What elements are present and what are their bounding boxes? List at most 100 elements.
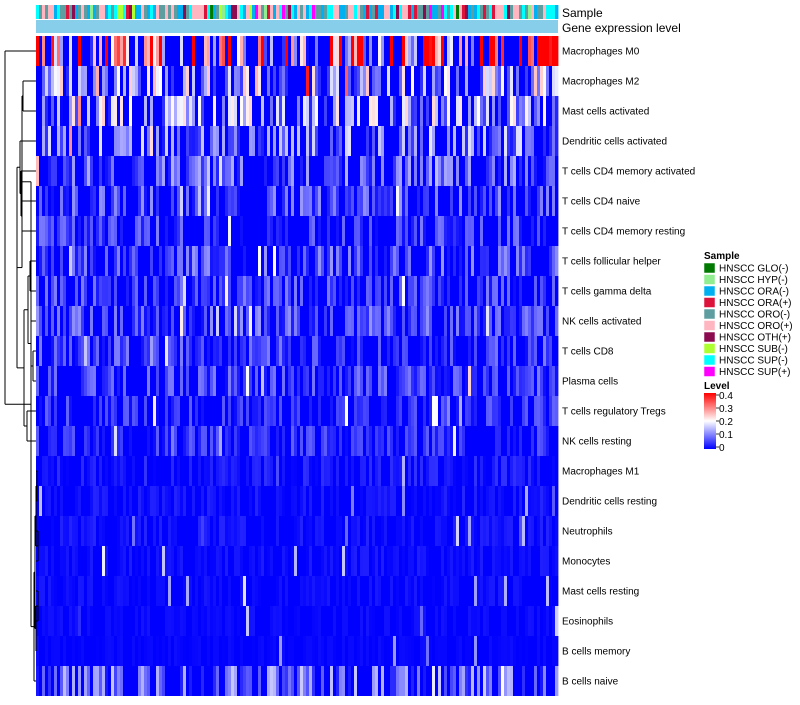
heatmap-cell — [240, 96, 244, 126]
heatmap-cell — [273, 456, 277, 486]
heatmap-cell — [108, 96, 112, 126]
heatmap-cell — [213, 126, 217, 156]
heatmap-cell — [63, 606, 67, 636]
heatmap-cell — [270, 276, 274, 306]
heatmap-cell — [444, 156, 448, 186]
heatmap-cell — [312, 216, 316, 246]
heatmap-cell — [360, 456, 364, 486]
heatmap-cell — [369, 426, 373, 456]
heatmap-cell — [522, 186, 526, 216]
heatmap-cell — [231, 36, 235, 66]
heatmap-cell — [339, 636, 343, 666]
heatmap-cell — [222, 606, 226, 636]
heatmap-cell — [219, 546, 223, 576]
heatmap-cell — [504, 66, 508, 96]
heatmap-cell — [213, 426, 217, 456]
heatmap-cell — [468, 516, 472, 546]
heatmap-cell — [111, 486, 115, 516]
row-label: T cells regulatory Tregs — [562, 407, 666, 418]
heatmap-cell — [486, 156, 490, 186]
heatmap-cell — [216, 576, 220, 606]
heatmap-cell — [228, 576, 232, 606]
heatmap-cell — [474, 636, 478, 666]
heatmap-cell — [312, 486, 316, 516]
heatmap-cell — [135, 126, 139, 156]
heatmap-cell — [465, 426, 469, 456]
heatmap-cell — [423, 66, 427, 96]
heatmap-cell — [438, 516, 442, 546]
heatmap-cell — [462, 156, 466, 186]
heatmap-cell — [54, 456, 58, 486]
heatmap-cell — [102, 636, 106, 666]
heatmap-cell — [81, 186, 85, 216]
heatmap-cell — [297, 666, 301, 696]
heatmap-cell — [204, 66, 208, 96]
heatmap-cell — [267, 396, 271, 426]
heatmap-cell — [282, 186, 286, 216]
heatmap-cell — [420, 546, 424, 576]
heatmap-cell — [36, 636, 40, 666]
heatmap-cell — [264, 546, 268, 576]
heatmap-cell — [435, 336, 439, 366]
heatmap-cell — [231, 636, 235, 666]
sample-annotation-cell — [96, 5, 100, 19]
heatmap-cell — [486, 546, 490, 576]
heatmap-cell — [438, 66, 442, 96]
sample-annotation-cell — [450, 5, 454, 19]
heatmap-cell — [468, 576, 472, 606]
heatmap-cell — [348, 666, 352, 696]
heatmap-cell — [201, 486, 205, 516]
heatmap-cell — [402, 666, 406, 696]
heatmap-cell — [54, 576, 58, 606]
heatmap-cell — [501, 456, 505, 486]
heatmap-cell — [372, 126, 376, 156]
heatmap-cell — [39, 126, 43, 156]
heatmap-cell — [378, 66, 382, 96]
heatmap-cell — [282, 66, 286, 96]
sample-annotation-cell — [465, 5, 469, 19]
heatmap-cell — [51, 156, 55, 186]
heatmap-cell — [462, 36, 466, 66]
heatmap-cell — [504, 516, 508, 546]
heatmap-cell — [159, 36, 163, 66]
heatmap-cell — [114, 636, 118, 666]
heatmap-cell — [258, 396, 262, 426]
heatmap-cell — [156, 576, 160, 606]
heatmap-cell — [354, 36, 358, 66]
heatmap-cell — [36, 126, 40, 156]
heatmap-cell — [516, 186, 520, 216]
heatmap-cell — [54, 66, 58, 96]
heatmap-cell — [252, 336, 256, 366]
heatmap-cell — [126, 606, 130, 636]
heatmap-cell — [135, 666, 139, 696]
heatmap-cell — [546, 156, 550, 186]
heatmap-cell — [57, 186, 61, 216]
sample-annotation-cell — [438, 5, 442, 19]
heatmap-cell — [132, 396, 136, 426]
heatmap-cell — [405, 516, 409, 546]
heatmap-cell — [519, 516, 523, 546]
heatmap-cell — [45, 186, 49, 216]
heatmap-cell — [540, 96, 544, 126]
heatmap-cell — [456, 276, 460, 306]
sample-annotation-cell — [168, 5, 172, 19]
heatmap-cell — [549, 126, 553, 156]
heatmap-cell — [222, 246, 226, 276]
heatmap-cell — [438, 636, 442, 666]
heatmap-cell — [435, 456, 439, 486]
sample-annotation-cell — [198, 5, 202, 19]
heatmap-cell — [243, 66, 247, 96]
heatmap-cell — [549, 486, 553, 516]
heatmap-cell — [366, 96, 370, 126]
heatmap-cell — [210, 606, 214, 636]
heatmap-cell — [129, 216, 133, 246]
heatmap-cell — [498, 156, 502, 186]
heatmap-cell — [126, 306, 130, 336]
heatmap-cell — [351, 576, 355, 606]
heatmap-cell — [69, 606, 73, 636]
heatmap-cell — [63, 186, 67, 216]
heatmap-cell — [381, 156, 385, 186]
heatmap-cell — [282, 636, 286, 666]
heatmap-cell — [276, 306, 280, 336]
sample-legend-label: HNSCC GLO(-) — [719, 264, 788, 275]
